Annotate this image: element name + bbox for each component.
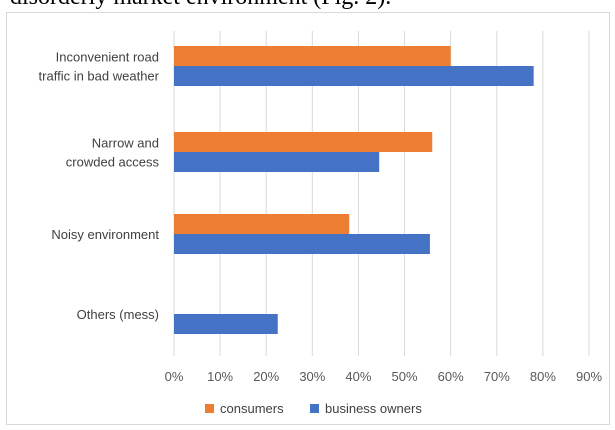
x-tick-label: 90% xyxy=(576,369,602,384)
legend-swatch xyxy=(310,404,319,413)
category-label: Narrow and xyxy=(92,136,159,151)
caption-fragment: disorderly market environment (Fig. 2). xyxy=(10,0,391,11)
x-tick-label: 10% xyxy=(207,369,233,384)
x-tick-label: 50% xyxy=(392,369,418,384)
category-label: Noisy environment xyxy=(51,227,159,242)
x-axis-tick-labels: 0% 10% 20% 30% 40% 50% 60% 70% 80% 90% xyxy=(165,369,603,384)
category-label: traffic in bad weather xyxy=(39,69,160,84)
category-labels: Inconvenient road traffic in bad weather N… xyxy=(39,50,160,323)
x-tick-label: 80% xyxy=(530,369,556,384)
category-label: Others (mess) xyxy=(77,307,159,322)
category-label: Inconvenient road xyxy=(56,50,159,65)
bar-consumers xyxy=(174,214,350,234)
bar-business-owners xyxy=(174,152,380,172)
bars-layer xyxy=(174,46,534,334)
legend: consumers business owners xyxy=(205,401,422,416)
x-tick-label: 60% xyxy=(438,369,464,384)
bar-business-owners xyxy=(174,66,534,86)
legend-label: consumers xyxy=(220,401,284,416)
bar-business-owners xyxy=(174,314,278,334)
x-tick-label: 40% xyxy=(345,369,371,384)
x-tick-label: 0% xyxy=(165,369,184,384)
x-tick-label: 30% xyxy=(299,369,325,384)
bar-consumers xyxy=(174,132,433,152)
legend-label: business owners xyxy=(325,401,422,416)
bar-business-owners xyxy=(174,234,430,254)
x-tick-label: 20% xyxy=(253,369,279,384)
legend-swatch xyxy=(205,404,214,413)
category-label: crowded access xyxy=(66,155,160,170)
bar-consumers xyxy=(174,46,451,66)
x-tick-label: 70% xyxy=(484,369,510,384)
